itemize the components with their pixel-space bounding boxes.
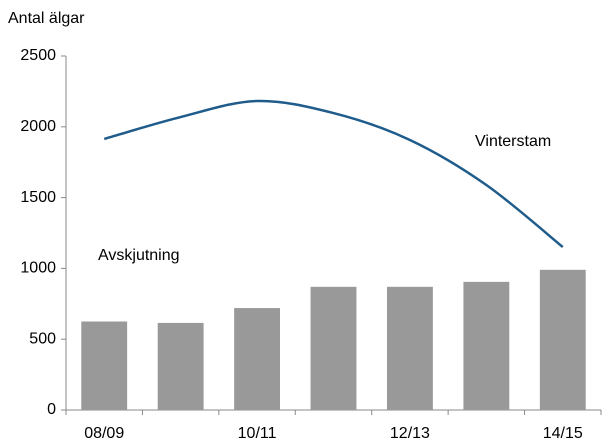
- x-tick-label: 14/15: [543, 425, 583, 442]
- bar: [234, 308, 280, 410]
- y-axis-label: Antal älgar: [8, 10, 85, 27]
- bar: [539, 269, 586, 410]
- x-tick-label: 08/09: [84, 425, 124, 442]
- series-label: Vinterstam: [475, 133, 551, 150]
- bar: [310, 286, 357, 410]
- bar: [81, 321, 128, 410]
- x-tick-label: 12/13: [390, 425, 430, 442]
- bar: [157, 322, 204, 410]
- y-tick-label: 2000: [20, 118, 56, 135]
- bar: [463, 281, 510, 410]
- bar: [387, 286, 433, 410]
- y-tick-label: 500: [29, 330, 56, 347]
- series-label: Avskjutning: [98, 247, 180, 264]
- y-tick-label: 0: [47, 401, 56, 418]
- x-tick-label: 10/11: [238, 425, 277, 442]
- y-tick-label: 1500: [20, 189, 56, 206]
- line: [103, 99, 564, 248]
- y-tick-label: 2500: [20, 47, 56, 64]
- y-tick-label: 1000: [20, 260, 56, 277]
